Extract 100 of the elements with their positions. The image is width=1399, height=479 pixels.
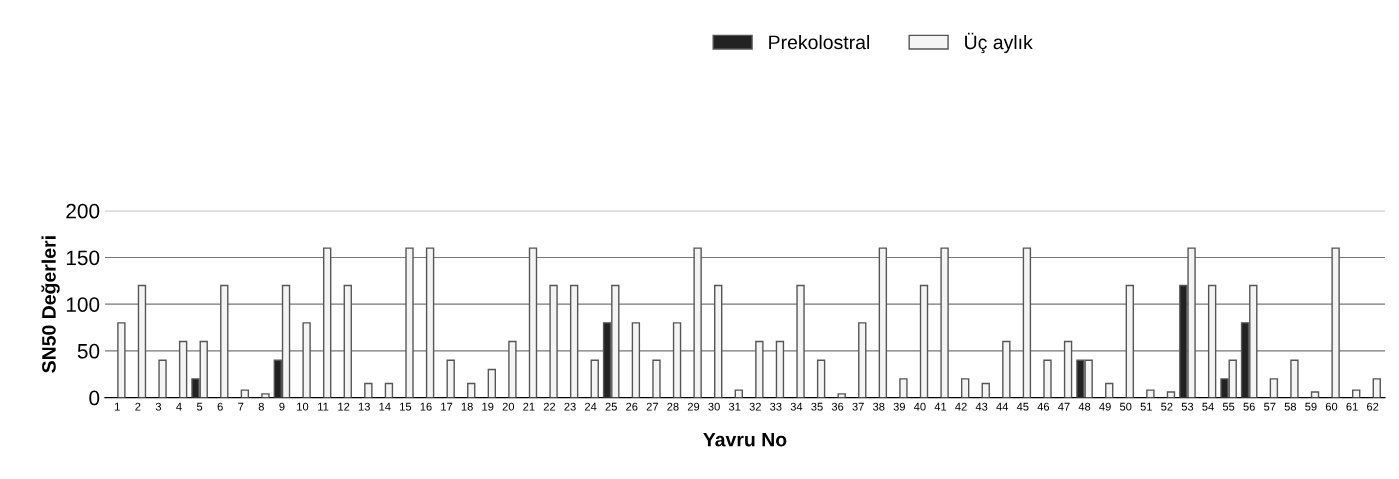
bar	[1372, 378, 1381, 398]
bar	[1105, 382, 1114, 398]
x-tick-label: 1	[115, 402, 120, 411]
bar	[1022, 247, 1032, 398]
x-tick-label: 13	[358, 402, 370, 411]
bar	[178, 340, 188, 398]
bar	[1290, 359, 1299, 398]
x-tick-label: 55	[1222, 402, 1235, 411]
x-tick-label: 47	[1058, 402, 1070, 411]
bar	[1207, 284, 1217, 398]
x-tick-label: 38	[872, 402, 885, 411]
bar	[240, 389, 250, 398]
y-tick-label: 0	[89, 390, 100, 406]
bar	[1331, 247, 1340, 398]
bar	[755, 340, 764, 398]
x-tick-label: 8	[258, 402, 264, 411]
bar	[714, 284, 723, 398]
bar	[878, 247, 888, 398]
x-tick-label: 4	[176, 402, 182, 411]
x-tick-label: 19	[482, 402, 494, 411]
x-tick-label: 23	[564, 402, 576, 411]
bar	[137, 284, 147, 398]
bar	[858, 322, 867, 398]
x-tick-label: 60	[1325, 402, 1338, 411]
x-tick-label: 11	[318, 402, 329, 411]
bar	[425, 247, 435, 398]
x-tick-label: 39	[893, 402, 905, 411]
bar	[384, 382, 394, 398]
x-tick-label: 56	[1243, 402, 1255, 411]
bar	[117, 322, 126, 398]
x-tick-label: 12	[338, 402, 350, 411]
x-tick-label: 10	[297, 402, 309, 411]
x-tick-label: 18	[461, 402, 473, 411]
x-tick-label: 35	[811, 402, 823, 411]
bar	[487, 368, 497, 398]
bar	[919, 284, 929, 398]
x-tick-label: 42	[955, 402, 967, 411]
x-tick-label: 26	[626, 402, 638, 411]
bar	[796, 284, 805, 398]
x-tick-label: 15	[400, 402, 412, 411]
bar	[631, 322, 641, 398]
x-tick-label: 34	[790, 402, 803, 411]
x-tick-label: 50	[1119, 402, 1132, 411]
y-axis-title: SN50 Değerleri	[41, 236, 60, 373]
bar	[405, 247, 414, 398]
bar	[837, 393, 846, 398]
bar	[364, 382, 373, 398]
x-tick-label: 49	[1099, 402, 1111, 411]
bar	[343, 284, 352, 398]
x-tick-label: 57	[1264, 402, 1276, 411]
bar	[446, 359, 455, 398]
bar	[220, 284, 229, 398]
bar	[652, 359, 661, 398]
x-tick-label: 2	[135, 402, 141, 411]
x-tick-label: 27	[646, 402, 658, 411]
x-tick-label: 41	[934, 402, 947, 411]
x-tick-label: 45	[1016, 402, 1029, 411]
legend-label: Üç aylık	[965, 32, 1033, 54]
x-tick-label: 7	[238, 402, 244, 411]
x-tick-label: 61	[1346, 402, 1358, 411]
bar	[1043, 359, 1052, 398]
bar	[960, 378, 970, 398]
bar	[1146, 389, 1155, 398]
bar	[672, 322, 682, 398]
x-tick-label: 52	[1161, 402, 1173, 411]
x-tick-label: 30	[708, 402, 720, 411]
bar	[981, 382, 990, 398]
x-tick-label: 20	[502, 402, 515, 411]
x-tick-label: 48	[1078, 402, 1091, 411]
bar	[899, 378, 908, 398]
bar	[590, 359, 599, 398]
x-tick-label: 6	[217, 402, 223, 411]
y-tick-label: 150	[66, 250, 100, 266]
x-tick-label: 59	[1305, 402, 1317, 411]
bar	[734, 389, 743, 398]
x-tick-label: 14	[379, 402, 391, 411]
bar	[1166, 391, 1176, 398]
bar	[261, 393, 270, 398]
y-tick-label: 50	[77, 343, 100, 359]
x-axis-title: Yavru No	[703, 432, 787, 447]
x-tick-label: 53	[1181, 402, 1194, 411]
bar	[528, 247, 538, 398]
x-tick-label: 32	[749, 402, 761, 411]
bar	[1063, 340, 1073, 398]
legend-label: Prekolostral	[769, 34, 869, 50]
bar	[1002, 340, 1011, 398]
bar	[775, 340, 785, 398]
bar	[1269, 378, 1279, 398]
x-tick-label: 16	[420, 402, 432, 411]
x-tick-label: 51	[1140, 402, 1152, 411]
x-tick-label: 5	[196, 402, 203, 411]
bar	[508, 340, 517, 398]
bar	[1310, 391, 1320, 398]
bar	[549, 284, 558, 398]
bar	[569, 284, 579, 398]
x-tick-label: 17	[441, 402, 453, 411]
bar	[467, 382, 476, 398]
x-tick-label: 22	[543, 402, 556, 411]
bar	[693, 247, 702, 398]
x-tick-label: 58	[1284, 402, 1297, 411]
